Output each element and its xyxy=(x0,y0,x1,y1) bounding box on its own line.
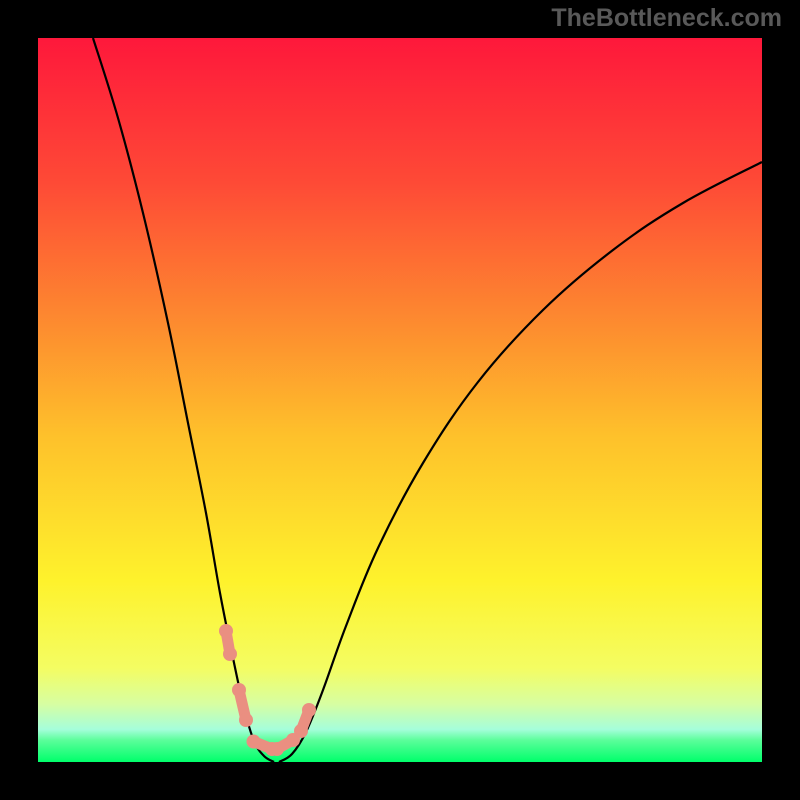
gradient-background xyxy=(38,38,762,762)
plot-area xyxy=(38,38,762,762)
chart-svg xyxy=(38,38,762,762)
watermark-text: TheBottleneck.com xyxy=(551,4,782,33)
